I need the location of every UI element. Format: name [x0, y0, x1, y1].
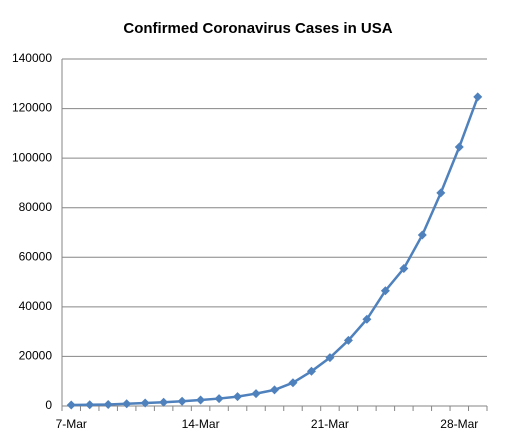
y-tick-label: 120000 — [12, 101, 52, 115]
point-marker — [66, 400, 76, 410]
point-marker — [140, 398, 150, 408]
point-marker — [399, 263, 409, 273]
point-marker — [362, 314, 372, 324]
x-tick-label: 21-Mar — [311, 417, 349, 431]
y-tick-label: 80000 — [19, 200, 53, 214]
point-marker — [306, 366, 316, 376]
y-tick-label: 0 — [45, 398, 52, 412]
y-tick-label: 60000 — [19, 249, 53, 263]
point-marker — [288, 378, 298, 388]
point-marker — [177, 396, 187, 406]
point-marker — [380, 286, 390, 296]
point-marker — [103, 400, 113, 410]
y-tick-label: 100000 — [12, 150, 52, 164]
point-marker — [233, 392, 243, 402]
point-marker — [85, 400, 95, 410]
y-tick-label: 140000 — [12, 51, 52, 65]
point-marker — [417, 230, 427, 240]
x-tick-label: 28-Mar — [440, 417, 478, 431]
y-tick-label: 20000 — [19, 349, 53, 363]
point-marker — [122, 399, 132, 409]
point-marker — [196, 395, 206, 405]
x-tick-label: 7-Mar — [56, 417, 87, 431]
point-marker — [214, 394, 224, 404]
chart-title: Confirmed Coronavirus Cases in USA — [123, 20, 392, 37]
point-marker — [251, 389, 261, 399]
point-marker — [325, 353, 335, 363]
point-marker — [343, 335, 353, 345]
point-marker — [159, 397, 169, 407]
point-marker — [436, 188, 446, 198]
point-marker — [270, 385, 279, 395]
point-marker — [473, 92, 483, 102]
x-tick-label: 14-Mar — [182, 417, 220, 431]
y-tick-label: 40000 — [19, 299, 53, 313]
point-marker — [454, 142, 464, 152]
